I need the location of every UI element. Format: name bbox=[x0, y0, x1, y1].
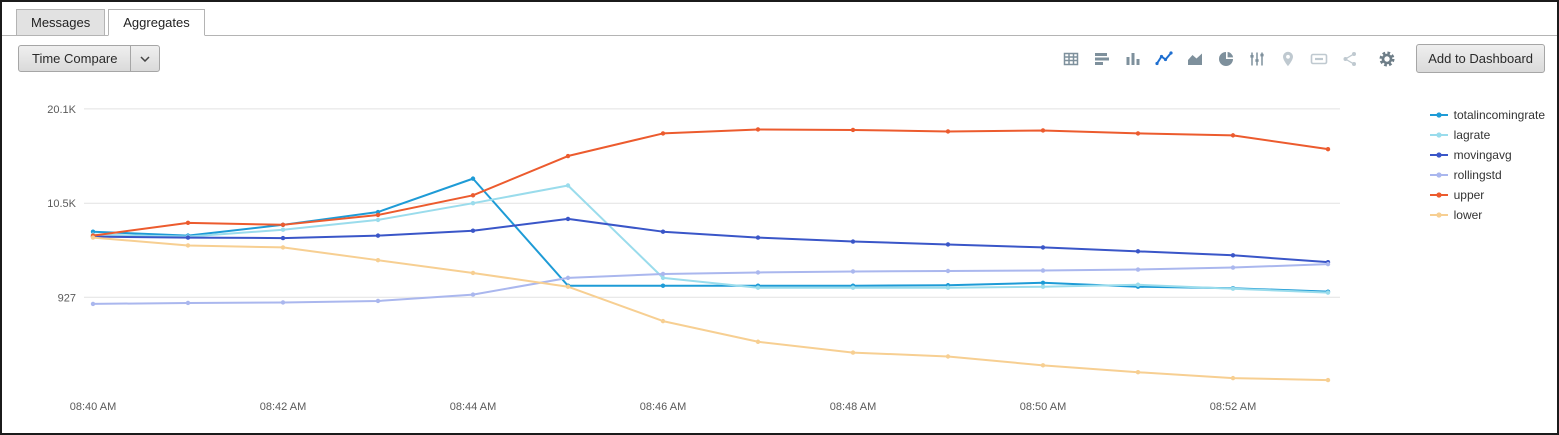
legend-marker bbox=[1429, 192, 1448, 198]
svg-text:08:44 AM: 08:44 AM bbox=[450, 401, 496, 413]
legend-item-upper[interactable]: upper bbox=[1429, 185, 1545, 205]
tab-aggregates[interactable]: Aggregates bbox=[108, 9, 205, 36]
viz-picker: Add to Dashboard bbox=[1061, 44, 1545, 73]
svg-text:08:52 AM: 08:52 AM bbox=[1210, 401, 1256, 413]
settings-gear-icon[interactable] bbox=[1377, 49, 1397, 69]
legend-label: movingavg bbox=[1453, 148, 1512, 162]
tab-bar: Messages Aggregates bbox=[2, 2, 1557, 36]
area-chart-icon[interactable] bbox=[1185, 49, 1205, 69]
legend-item-movingavg[interactable]: movingavg bbox=[1429, 145, 1545, 165]
column-chart-icon[interactable] bbox=[1123, 49, 1143, 69]
legend-marker bbox=[1429, 112, 1448, 118]
legend-label: lower bbox=[1453, 208, 1483, 222]
chart-legend: totalincomingrate lagrate movingavg rolling… bbox=[1429, 105, 1545, 225]
svg-text:08:50 AM: 08:50 AM bbox=[1020, 401, 1066, 413]
tab-messages[interactable]: Messages bbox=[16, 9, 106, 35]
legend-item-totalincomingrate[interactable]: totalincomingrate bbox=[1429, 105, 1545, 125]
legend-item-rollingstd[interactable]: rollingstd bbox=[1429, 165, 1545, 185]
legend-marker bbox=[1429, 172, 1448, 178]
sliders-icon[interactable] bbox=[1247, 49, 1267, 69]
legend-marker bbox=[1429, 132, 1448, 138]
pie-chart-icon[interactable] bbox=[1216, 49, 1236, 69]
cluster-icon[interactable] bbox=[1340, 49, 1360, 69]
svg-text:927: 927 bbox=[58, 292, 76, 304]
svg-text:08:46 AM: 08:46 AM bbox=[640, 401, 686, 413]
line-chart: 20.1K 10.5K 927 08:40 AM 08:42 AM 08:44 AM 08:… bbox=[47, 104, 1340, 413]
table-icon[interactable] bbox=[1061, 49, 1081, 69]
map-pin-icon[interactable] bbox=[1278, 49, 1298, 69]
time-compare-button[interactable]: Time Compare bbox=[18, 45, 161, 72]
legend-label: rollingstd bbox=[1453, 168, 1502, 182]
svg-text:08:40 AM: 08:40 AM bbox=[70, 401, 116, 413]
time-compare-label[interactable]: Time Compare bbox=[32, 51, 118, 66]
svg-text:20.1K: 20.1K bbox=[47, 104, 76, 116]
legend-label: totalincomingrate bbox=[1453, 108, 1545, 122]
add-to-dashboard-button[interactable]: Add to Dashboard bbox=[1416, 44, 1545, 73]
svg-text:10.5K: 10.5K bbox=[47, 198, 76, 210]
bar-chart-horizontal-icon[interactable] bbox=[1092, 49, 1112, 69]
legend-item-lagrate[interactable]: lagrate bbox=[1429, 125, 1545, 145]
single-value-icon[interactable] bbox=[1309, 49, 1329, 69]
chart-area: 20.1K 10.5K 927 08:40 AM 08:42 AM 08:44 AM 08:… bbox=[2, 79, 1557, 430]
svg-text:08:42 AM: 08:42 AM bbox=[260, 401, 306, 413]
legend-item-lower[interactable]: lower bbox=[1429, 205, 1545, 225]
svg-text:08:48 AM: 08:48 AM bbox=[830, 401, 876, 413]
legend-marker bbox=[1429, 212, 1448, 218]
legend-marker bbox=[1429, 152, 1448, 158]
toolbar: Time Compare bbox=[2, 36, 1557, 79]
legend-label: lagrate bbox=[1453, 128, 1491, 142]
chevron-down-icon[interactable] bbox=[130, 46, 159, 71]
line-chart-icon[interactable] bbox=[1154, 49, 1174, 69]
legend-label: upper bbox=[1453, 188, 1485, 202]
